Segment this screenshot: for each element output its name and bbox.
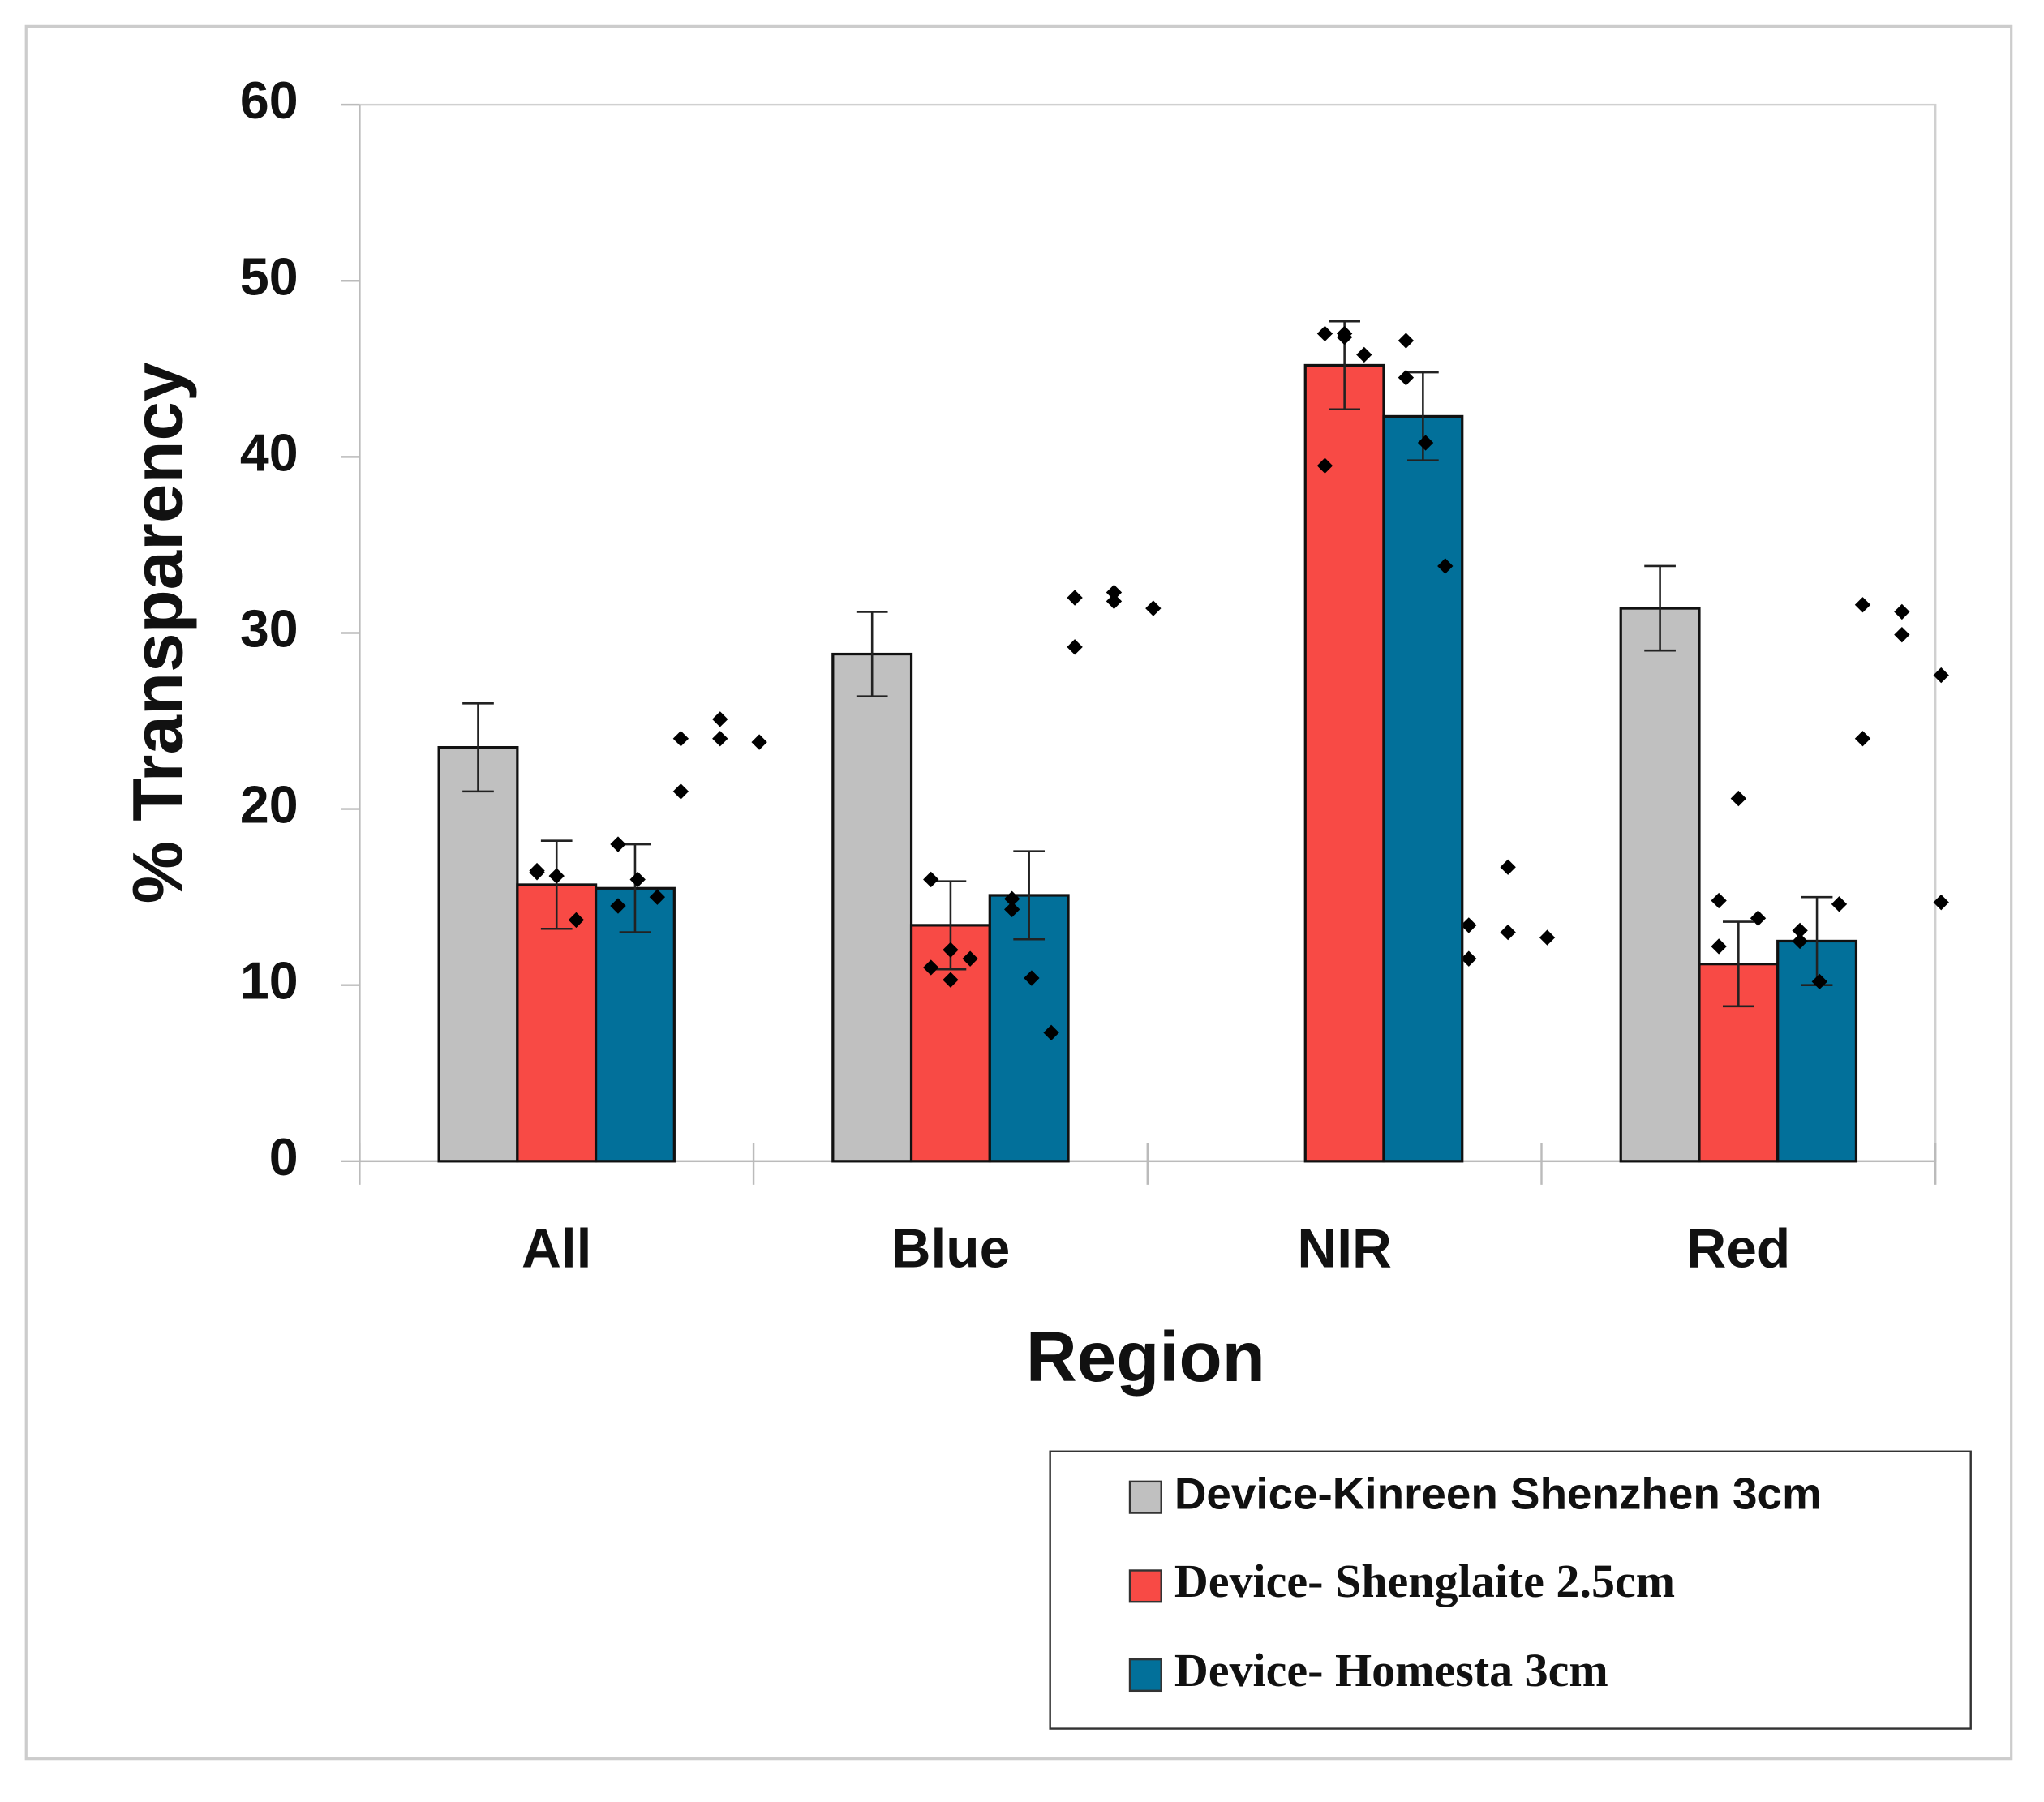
data-point <box>1417 435 1434 451</box>
data-point <box>1043 1024 1059 1041</box>
data-point <box>649 889 666 905</box>
y-tick-label: 20 <box>240 776 298 834</box>
x-tick-label: Red <box>1686 1219 1790 1280</box>
bar <box>1303 363 1385 1163</box>
bar <box>1619 607 1701 1163</box>
data-point <box>1894 603 1910 620</box>
error-bar <box>1644 564 1676 652</box>
legend-swatch <box>1128 1480 1162 1514</box>
data-point <box>1398 333 1415 349</box>
legend-label: Device- Shenglaite 2.5cm <box>1174 1555 1675 1607</box>
y-tick-label: 30 <box>240 600 298 659</box>
data-point <box>1398 369 1415 386</box>
data-point <box>1933 667 1949 684</box>
data-point <box>1356 346 1372 363</box>
data-point <box>1792 922 1808 939</box>
y-tick-label: 0 <box>269 1128 298 1186</box>
data-point <box>672 731 689 747</box>
data-point <box>1539 929 1556 946</box>
data-point <box>1106 584 1123 601</box>
data-point <box>1792 933 1808 950</box>
x-tick-label: Blue <box>891 1219 1011 1280</box>
data-point <box>751 734 767 750</box>
legend-swatch <box>1128 1569 1162 1603</box>
bar <box>594 886 676 1163</box>
data-point <box>1894 626 1910 643</box>
y-tick-label: 60 <box>240 71 298 130</box>
error-bar <box>540 839 573 930</box>
data-point <box>1750 910 1767 926</box>
data-point <box>1461 917 1477 933</box>
data-point <box>610 898 626 914</box>
data-point <box>712 731 728 747</box>
y-axis-label: % Transparency <box>119 363 198 904</box>
error-bar <box>1722 920 1754 1008</box>
error-bar <box>856 611 888 697</box>
data-point <box>1811 973 1827 990</box>
x-tick-label: All <box>522 1219 592 1280</box>
bar <box>831 652 913 1163</box>
x-axis-label: Region <box>1026 1318 1265 1397</box>
bar <box>437 745 519 1163</box>
data-point <box>568 912 585 929</box>
data-point <box>1831 896 1848 912</box>
y-tick-label: 10 <box>240 952 298 1010</box>
legend <box>1049 1450 1972 1730</box>
legend-swatch <box>1128 1658 1162 1693</box>
data-point <box>1854 731 1871 747</box>
y-tick-label: 50 <box>240 247 298 306</box>
x-tick-label: NIR <box>1297 1219 1392 1280</box>
data-point <box>1106 593 1123 610</box>
legend-label: Device- Homesta 3cm <box>1174 1644 1608 1697</box>
data-point <box>1500 859 1516 875</box>
error-bar <box>462 702 494 793</box>
data-point <box>1854 597 1871 613</box>
y-tick-label: 40 <box>240 423 298 482</box>
data-point <box>1336 329 1353 345</box>
data-point <box>672 783 689 800</box>
data-point <box>1730 790 1747 807</box>
bar <box>1382 414 1464 1163</box>
data-point <box>712 711 728 727</box>
data-point <box>629 871 646 888</box>
legend-label: Device-Kinreen Shenzhen 3cm <box>1174 1469 1822 1519</box>
data-point <box>923 871 939 888</box>
error-bar <box>1013 850 1046 941</box>
data-point <box>1024 970 1040 986</box>
